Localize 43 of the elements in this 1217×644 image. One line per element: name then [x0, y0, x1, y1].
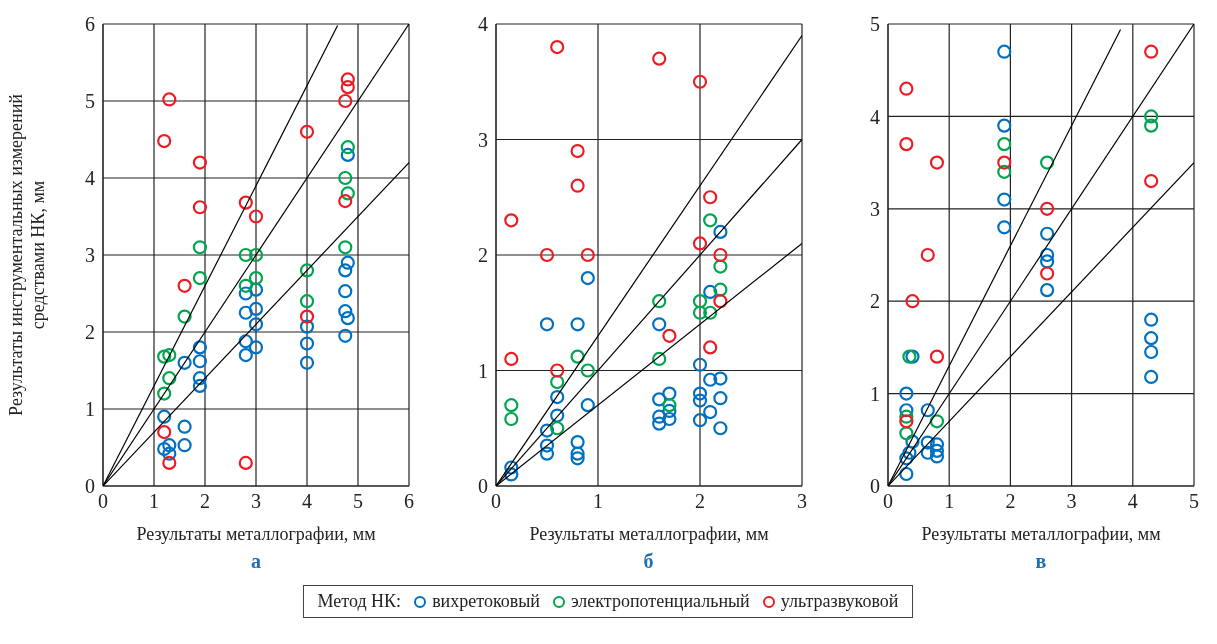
x-tick-label: 4 — [1127, 490, 1138, 513]
x-tick-label: 6 — [404, 490, 414, 513]
y-tick-label: 2 — [85, 321, 95, 344]
y-tick-label: 4 — [870, 105, 880, 128]
legend-title: Метод НК: — [317, 591, 402, 612]
x-tick-label: 2 — [694, 490, 705, 513]
y-tick-label: 1 — [85, 398, 95, 421]
text: а — [250, 550, 262, 573]
x-axis-title: Результаты металлографии, мм — [528, 524, 769, 544]
x-tick-label: 3 — [251, 490, 261, 513]
x-tick-label: 3 — [796, 490, 807, 513]
y-tick-label: 0 — [85, 475, 95, 498]
y-tick-label: 3 — [870, 197, 880, 220]
x-tick-label: 1 — [944, 490, 955, 513]
legend-label: электропотенциальный — [570, 591, 750, 612]
y-tick-label: 6 — [85, 13, 95, 36]
y-axis-title: Результаты инструментальных измерений средствами НК, мм — [6, 93, 48, 416]
y-tick-label: 0 — [477, 475, 488, 498]
x-axis-title: Результаты металлографии, мм — [921, 524, 1161, 544]
x-tick-label: 4 — [302, 490, 312, 513]
y-tick-label: 4 — [85, 167, 95, 190]
y-tick-label: 4 — [477, 13, 488, 36]
y-tick-label: 5 — [85, 90, 95, 113]
x-tick-label: 1 — [149, 490, 159, 513]
text: в — [1034, 550, 1048, 573]
y-tick-label: 3 — [85, 244, 95, 267]
x-tick-label: 5 — [353, 490, 363, 513]
x-tick-label: 2 — [1005, 490, 1016, 513]
y-tick-label: 5 — [870, 13, 880, 36]
text: б — [642, 550, 655, 573]
y-tick-label: 2 — [477, 244, 488, 267]
y-tick-label: 3 — [477, 128, 488, 151]
y-tick-label: 2 — [870, 290, 880, 313]
x-tick-label: 1 — [592, 490, 603, 513]
legend-label: ультразвуковой — [780, 591, 899, 612]
y-tick-label: 1 — [477, 359, 488, 382]
x-axis-title: Результаты металлографии, мм — [136, 524, 376, 544]
legend-label: вихретоковый — [432, 591, 540, 612]
x-tick-label: 2 — [200, 490, 210, 513]
y-tick-label: 0 — [870, 475, 880, 498]
x-tick-label: 5 — [1189, 490, 1199, 513]
y-tick-label: 1 — [870, 382, 880, 405]
x-tick-label: 3 — [1066, 490, 1077, 513]
